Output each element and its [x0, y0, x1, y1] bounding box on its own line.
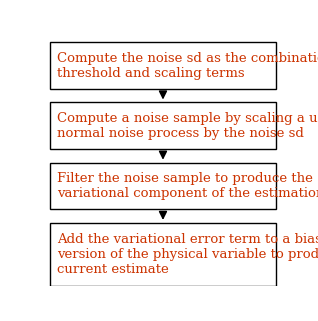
FancyBboxPatch shape	[50, 163, 276, 209]
FancyBboxPatch shape	[50, 42, 276, 89]
FancyBboxPatch shape	[50, 223, 276, 286]
Text: Add the variational error term to a biased
version of the physical variable to p: Add the variational error term to a bias…	[57, 233, 318, 276]
Text: Compute the noise sd as the combination of
threshold and scaling terms: Compute the noise sd as the combination …	[57, 52, 318, 80]
Text: Filter the noise sample to produce the
variational component of the estimation e: Filter the noise sample to produce the v…	[57, 172, 318, 200]
Text: Compute a noise sample by scaling a unit
normal noise process by the noise sd: Compute a noise sample by scaling a unit…	[57, 112, 318, 140]
FancyBboxPatch shape	[50, 102, 276, 149]
